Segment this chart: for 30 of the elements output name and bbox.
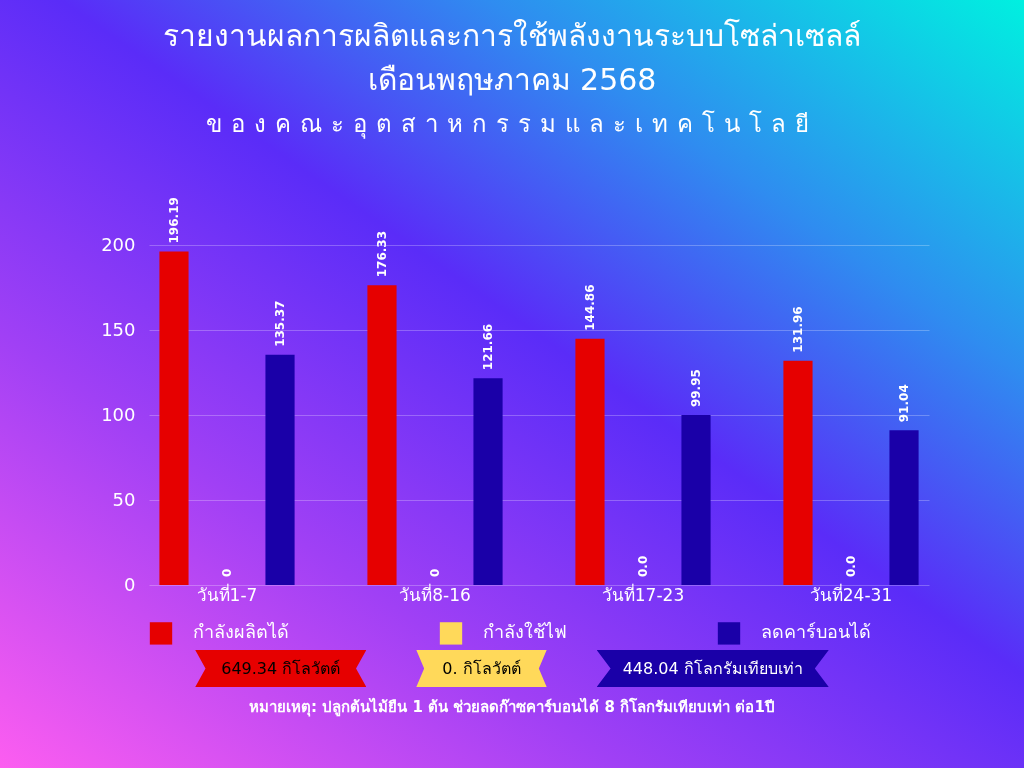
text: หมายเหตุ: ปลูกต้นไม้ยืน 1 ต้น ช่วยลดก๊าซคาร์บอนได้ 8 กิโลกรัมเทียบเท่า ต่อ1ปี [248, 696, 776, 719]
chart-subtitle: ของคณะอุตสาหกรรมและเทคโนโลยี [205, 109, 819, 141]
x-tick-label: วันที่24-31 [809, 582, 893, 605]
text: 448.04 กิโลกรัมเทียบเท่า [596, 650, 829, 687]
y-tick-label: 0 [124, 573, 136, 595]
y-tick-label: 200 [101, 233, 136, 255]
legend-label: กำลังใช้ไฟ [483, 621, 567, 643]
x-tick-label: วันที่8-16 [399, 582, 471, 605]
data-label: 0.0 [844, 555, 858, 577]
data-label: 196.19 [166, 197, 181, 244]
data-label: 176.33 [374, 230, 389, 278]
data-label: 0 [220, 568, 234, 577]
data-label: 131.96 [790, 306, 805, 353]
chart-title: รายงานผลการผลิตและการใช้พลังงานระบบโซล่าเซลล์เดือนพฤษภาคม 2568 [162, 17, 862, 99]
data-label: 121.66 [481, 323, 496, 371]
legend-label: กำลังผลิตได้ [193, 621, 289, 643]
legend-label: ลดคาร์บอนได้ [761, 621, 871, 643]
data-label: 144.86 [582, 284, 597, 331]
data-label: 91.04 [897, 384, 912, 423]
data-label: 0 [428, 568, 442, 577]
data-label: 135.37 [273, 300, 288, 347]
x-tick-label: วันที่17-23 [601, 582, 685, 605]
y-tick-label: 50 [112, 488, 136, 510]
data-label: 99.95 [689, 369, 704, 408]
x-tick-label: วันที่1-7 [196, 582, 258, 605]
text: 0. กิโลวัตต์ [416, 650, 547, 687]
y-tick-label: 150 [101, 318, 136, 340]
y-tick-label: 100 [101, 403, 136, 425]
data-label: 0.0 [636, 555, 650, 577]
text: 649.34 กิโลวัตต์ [195, 650, 367, 687]
